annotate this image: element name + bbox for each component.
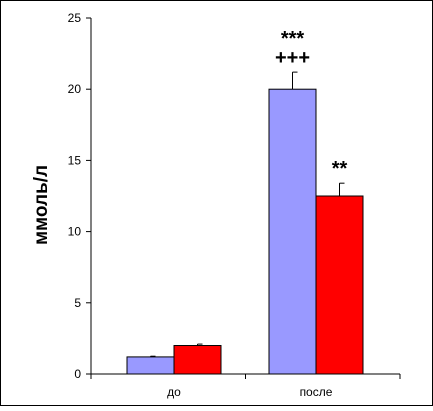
labels: 0 5 10 15 20 25 до после ***+++ ** [68,11,348,399]
significance-label: ** [332,158,348,180]
bar [173,345,222,375]
y-tick-label: 15 [68,153,82,167]
y-tick-label: 20 [68,82,82,96]
y-tick-label: 10 [68,225,82,239]
y-tick-label: 0 [74,367,81,381]
y-tick-label: 25 [68,11,82,25]
bar [315,195,364,375]
bar [126,356,175,375]
significance-label: *** [281,28,305,50]
bar [268,88,317,375]
y-tick-label: 5 [74,296,81,310]
significance-label: +++ [275,47,310,69]
y-axis-label: ммоль/л [31,165,52,245]
x-tick-label: до [167,385,181,399]
bars [126,71,364,375]
x-tick-label: после [300,385,333,399]
